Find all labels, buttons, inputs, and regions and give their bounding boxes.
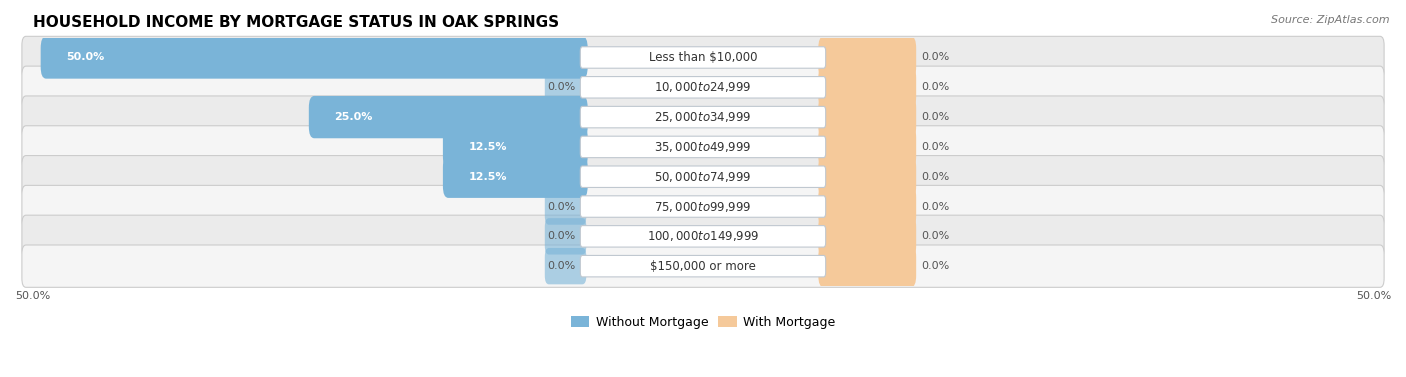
Text: 25.0%: 25.0% [335, 112, 373, 122]
FancyBboxPatch shape [581, 47, 825, 68]
FancyBboxPatch shape [818, 245, 917, 287]
FancyBboxPatch shape [818, 66, 917, 109]
FancyBboxPatch shape [443, 126, 588, 168]
Text: Less than $10,000: Less than $10,000 [648, 51, 758, 64]
Text: $75,000 to $99,999: $75,000 to $99,999 [654, 199, 752, 213]
FancyBboxPatch shape [818, 156, 917, 198]
Text: $100,000 to $149,999: $100,000 to $149,999 [647, 229, 759, 243]
FancyBboxPatch shape [22, 156, 1384, 198]
Text: 0.0%: 0.0% [921, 172, 950, 182]
FancyBboxPatch shape [818, 126, 917, 168]
Text: 0.0%: 0.0% [921, 112, 950, 122]
Text: 0.0%: 0.0% [547, 231, 575, 241]
Text: $25,000 to $34,999: $25,000 to $34,999 [654, 110, 752, 124]
Text: 0.0%: 0.0% [921, 142, 950, 152]
FancyBboxPatch shape [581, 77, 825, 98]
Text: 12.5%: 12.5% [468, 172, 508, 182]
FancyBboxPatch shape [22, 215, 1384, 257]
FancyBboxPatch shape [581, 106, 825, 128]
Text: 0.0%: 0.0% [921, 82, 950, 92]
FancyBboxPatch shape [818, 36, 917, 79]
FancyBboxPatch shape [818, 185, 917, 228]
FancyBboxPatch shape [544, 69, 586, 106]
FancyBboxPatch shape [581, 196, 825, 217]
Text: 0.0%: 0.0% [921, 202, 950, 211]
Text: 0.0%: 0.0% [547, 202, 575, 211]
FancyBboxPatch shape [22, 126, 1384, 168]
Text: 0.0%: 0.0% [547, 82, 575, 92]
FancyBboxPatch shape [581, 225, 825, 247]
Text: HOUSEHOLD INCOME BY MORTGAGE STATUS IN OAK SPRINGS: HOUSEHOLD INCOME BY MORTGAGE STATUS IN O… [32, 15, 558, 30]
Text: Source: ZipAtlas.com: Source: ZipAtlas.com [1271, 15, 1389, 25]
FancyBboxPatch shape [581, 136, 825, 158]
FancyBboxPatch shape [818, 215, 917, 257]
FancyBboxPatch shape [22, 96, 1384, 138]
FancyBboxPatch shape [544, 218, 586, 254]
Text: $150,000 or more: $150,000 or more [650, 260, 756, 273]
Text: $50,000 to $74,999: $50,000 to $74,999 [654, 170, 752, 184]
Text: 12.5%: 12.5% [468, 142, 508, 152]
FancyBboxPatch shape [22, 245, 1384, 287]
FancyBboxPatch shape [22, 36, 1384, 79]
Legend: Without Mortgage, With Mortgage: Without Mortgage, With Mortgage [565, 311, 841, 334]
Text: 50.0%: 50.0% [66, 52, 104, 63]
Text: $35,000 to $49,999: $35,000 to $49,999 [654, 140, 752, 154]
FancyBboxPatch shape [22, 66, 1384, 109]
Text: $10,000 to $24,999: $10,000 to $24,999 [654, 80, 752, 94]
Text: 0.0%: 0.0% [921, 261, 950, 271]
Text: 0.0%: 0.0% [921, 52, 950, 63]
FancyBboxPatch shape [544, 248, 586, 284]
FancyBboxPatch shape [443, 156, 588, 198]
FancyBboxPatch shape [581, 256, 825, 277]
Text: 0.0%: 0.0% [547, 261, 575, 271]
FancyBboxPatch shape [544, 188, 586, 225]
FancyBboxPatch shape [309, 96, 588, 138]
FancyBboxPatch shape [818, 96, 917, 138]
Text: 0.0%: 0.0% [921, 231, 950, 241]
FancyBboxPatch shape [22, 185, 1384, 228]
FancyBboxPatch shape [581, 166, 825, 187]
FancyBboxPatch shape [41, 36, 588, 79]
